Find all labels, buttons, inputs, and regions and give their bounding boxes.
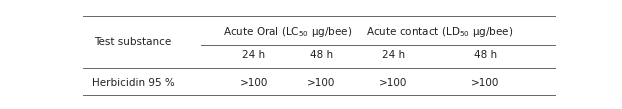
Text: >100: >100 xyxy=(471,78,499,88)
Text: Test substance: Test substance xyxy=(95,37,172,47)
Text: 24 h: 24 h xyxy=(382,50,405,60)
Text: >100: >100 xyxy=(307,78,335,88)
Text: Herbicidin 95 %: Herbicidin 95 % xyxy=(92,78,175,88)
Text: Acute Oral (LC$_{50}$ μg/bee): Acute Oral (LC$_{50}$ μg/bee) xyxy=(223,25,352,39)
Text: >100: >100 xyxy=(379,78,407,88)
Text: 48 h: 48 h xyxy=(310,50,333,60)
Text: Acute contact (LD$_{50}$ μg/bee): Acute contact (LD$_{50}$ μg/bee) xyxy=(366,25,513,39)
Text: 24 h: 24 h xyxy=(242,50,265,60)
Text: 48 h: 48 h xyxy=(473,50,496,60)
Text: >100: >100 xyxy=(239,78,268,88)
